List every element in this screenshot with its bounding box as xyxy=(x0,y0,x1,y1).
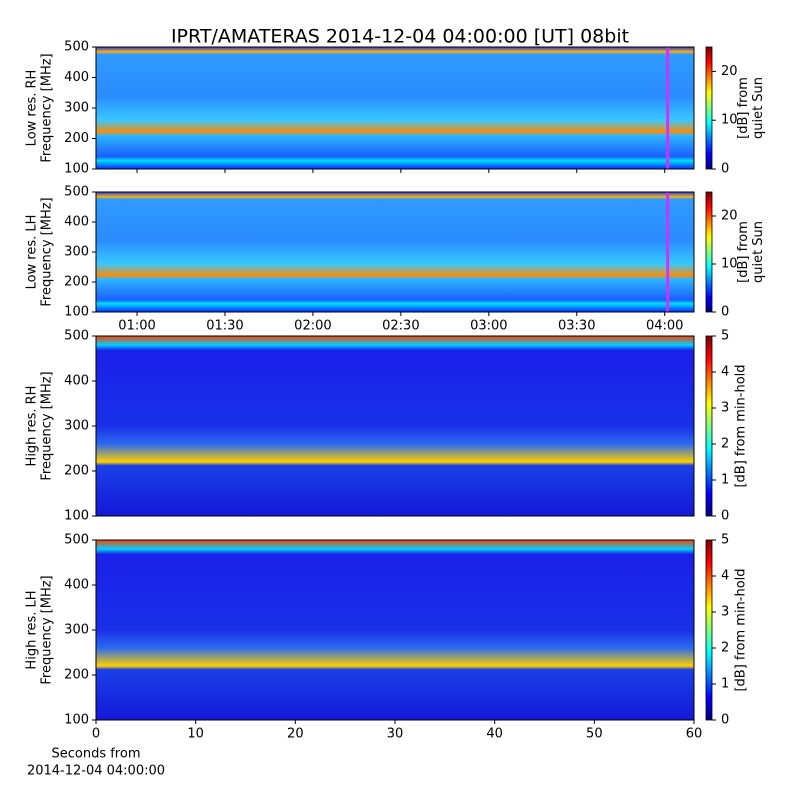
y-tick-label: 400 xyxy=(64,215,89,230)
x-tick-label: 04:00 xyxy=(646,319,683,334)
colorbar-tick-label: 0 xyxy=(721,713,729,728)
colorbar-tick-label: 10 xyxy=(721,257,738,272)
y-tick-label: 100 xyxy=(64,713,89,728)
x-tick-label: 20 xyxy=(287,727,304,742)
colorbar-label: [dB] from min-hold xyxy=(734,364,749,487)
y-tick-label: 200 xyxy=(64,464,89,479)
colorbar-tick-label: 5 xyxy=(721,533,729,548)
colorbar-label: quiet Sun xyxy=(751,221,766,283)
spectrogram xyxy=(96,540,694,720)
colorbar-tick-label: 4 xyxy=(721,569,729,584)
colorbar-label: quiet Sun xyxy=(751,77,766,139)
spectrogram xyxy=(96,192,694,312)
y-tick-label: 300 xyxy=(64,419,89,434)
x-tick-label: 60 xyxy=(686,727,703,742)
colorbar xyxy=(705,335,713,517)
y-tick-label: 500 xyxy=(64,329,89,344)
colorbar-tick-label: 20 xyxy=(721,209,738,224)
y-tick-label: 200 xyxy=(64,131,89,146)
x-tick-label: 50 xyxy=(586,727,603,742)
y-tick-label: 300 xyxy=(64,101,89,116)
colorbar-tick-label: 1 xyxy=(721,473,729,488)
y-tick-label: 300 xyxy=(64,245,89,260)
y-axis-label: Frequency [MHz] xyxy=(40,575,55,684)
x-tick-label: 03:30 xyxy=(558,319,595,334)
y-tick-label: 400 xyxy=(64,578,89,593)
y-tick-label: 400 xyxy=(64,70,89,85)
y-tick-label: 500 xyxy=(64,40,89,55)
y-axis-label: High res. RH xyxy=(25,386,40,467)
x-tick-label: 03:00 xyxy=(470,319,507,334)
x-tick-label: 02:30 xyxy=(382,319,419,334)
x-tick-label: 30 xyxy=(387,727,404,742)
colorbar-tick-label: 2 xyxy=(721,437,729,452)
colorbar-tick-label: 0 xyxy=(721,305,729,320)
x-axis-label: Seconds from xyxy=(51,747,140,762)
colorbar-tick-label: 3 xyxy=(721,605,729,620)
colorbar-tick-label: 4 xyxy=(721,365,729,380)
y-tick-label: 100 xyxy=(64,162,89,177)
x-tick-label: 0 xyxy=(92,727,100,742)
colorbar xyxy=(705,191,713,313)
colorbar xyxy=(705,46,713,170)
y-tick-label: 100 xyxy=(64,509,89,524)
x-tick-label: 01:00 xyxy=(118,319,155,334)
y-tick-label: 200 xyxy=(64,668,89,683)
colorbar-tick-label: 0 xyxy=(721,509,729,524)
colorbar xyxy=(705,539,713,721)
y-tick-label: 400 xyxy=(64,374,89,389)
colorbar-tick-label: 2 xyxy=(721,641,729,656)
y-axis-label: Frequency [MHz] xyxy=(40,53,55,162)
colorbar-tick-label: 1 xyxy=(721,677,729,692)
x-tick-label: 01:30 xyxy=(206,319,243,334)
y-tick-label: 300 xyxy=(64,623,89,638)
y-axis-label: Frequency [MHz] xyxy=(40,371,55,480)
x-tick-label: 10 xyxy=(187,727,204,742)
x-tick-label: 02:00 xyxy=(294,319,331,334)
x-axis-label: 2014-12-04 04:00:00 xyxy=(27,764,165,779)
y-axis-label: Frequency [MHz] xyxy=(40,197,55,306)
y-axis-label: High res. LH xyxy=(25,590,40,669)
colorbar-tick-label: 10 xyxy=(721,113,738,128)
title: IPRT/AMATERAS 2014-12-04 04:00:00 [UT] 0… xyxy=(171,26,629,48)
y-tick-label: 500 xyxy=(64,185,89,200)
colorbar-tick-label: 3 xyxy=(721,401,729,416)
y-axis-label: Low res. LH xyxy=(25,215,40,290)
y-tick-label: 100 xyxy=(64,305,89,320)
colorbar-label: [dB] from min-hold xyxy=(734,568,749,691)
spectrogram xyxy=(96,47,694,169)
colorbar-tick-label: 5 xyxy=(721,329,729,344)
y-tick-label: 200 xyxy=(64,275,89,290)
y-tick-label: 500 xyxy=(64,533,89,548)
colorbar-tick-label: 20 xyxy=(721,64,738,79)
colorbar-tick-label: 0 xyxy=(721,162,729,177)
colorbar-label: [dB] from xyxy=(736,77,751,139)
x-tick-label: 40 xyxy=(486,727,503,742)
y-axis-label: Low res. RH xyxy=(25,70,40,147)
spectrogram xyxy=(96,336,694,516)
colorbar-label: [dB] from xyxy=(736,221,751,283)
